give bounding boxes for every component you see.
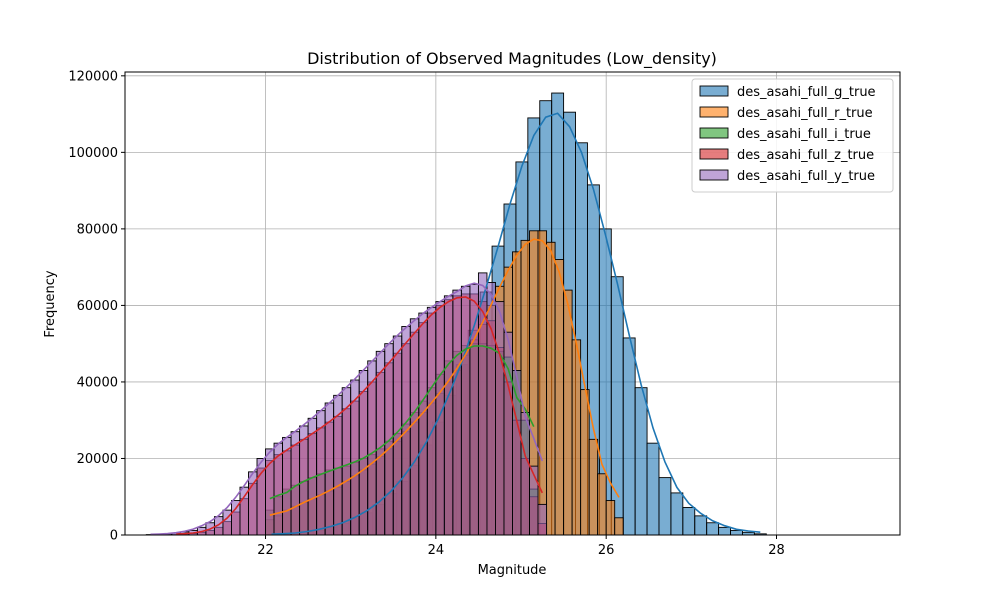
histogram-bar bbox=[564, 290, 573, 535]
legend-label: des_asahi_full_z_true bbox=[737, 148, 874, 163]
histogram-bar bbox=[444, 296, 453, 535]
histogram-bar bbox=[334, 395, 343, 535]
histogram-bar bbox=[683, 507, 695, 535]
y-tick-label: 20000 bbox=[77, 452, 118, 467]
histogram-bar bbox=[495, 302, 504, 535]
histogram-bar bbox=[598, 474, 607, 535]
histogram-bar bbox=[731, 530, 743, 535]
legend-label: des_asahi_full_i_true bbox=[737, 127, 871, 142]
histogram-bar bbox=[611, 277, 623, 535]
histogram-bar bbox=[436, 302, 445, 535]
legend-label: des_asahi_full_r_true bbox=[737, 106, 873, 121]
histogram-bar bbox=[615, 518, 624, 535]
histogram-bar bbox=[427, 307, 436, 535]
histogram-bar bbox=[695, 516, 707, 535]
y-tick-label: 0 bbox=[110, 529, 118, 544]
y-tick-label: 120000 bbox=[68, 69, 118, 84]
histogram-bar bbox=[572, 340, 581, 535]
legend-swatch bbox=[700, 128, 728, 138]
legend-swatch bbox=[700, 107, 728, 117]
histogram-bar bbox=[274, 443, 283, 535]
legend-label: des_asahi_full_y_true bbox=[737, 169, 875, 184]
histogram-bar bbox=[719, 527, 731, 535]
x-tick-label: 22 bbox=[257, 543, 274, 558]
histogram-bar bbox=[410, 319, 419, 535]
y-tick-label: 100000 bbox=[68, 146, 118, 161]
histogram-bar bbox=[647, 443, 659, 535]
histogram-bar bbox=[521, 413, 530, 535]
x-tick-label: 28 bbox=[768, 543, 785, 558]
histogram-bar bbox=[547, 242, 556, 535]
histogram-bar bbox=[659, 478, 671, 535]
histogram-bar bbox=[538, 504, 547, 535]
legend-swatch bbox=[700, 86, 728, 96]
histogram-bar bbox=[240, 487, 249, 535]
histogram-bar bbox=[376, 351, 385, 535]
x-tick-label: 26 bbox=[598, 543, 615, 558]
histogram-bar bbox=[419, 313, 428, 535]
histogram-bar bbox=[581, 390, 590, 535]
histogram-bar bbox=[555, 259, 564, 535]
histogram-bar bbox=[707, 523, 719, 535]
histogram-bar bbox=[635, 388, 647, 535]
histogram-bar bbox=[538, 231, 547, 535]
y-tick-label: 40000 bbox=[77, 375, 118, 390]
y-axis-label: Frequency bbox=[43, 270, 58, 337]
legend-swatch bbox=[700, 170, 728, 180]
histogram-bar bbox=[671, 493, 683, 535]
legend-swatch bbox=[700, 149, 728, 159]
histogram-bar bbox=[470, 284, 479, 535]
histogram-bar bbox=[325, 403, 334, 535]
histogram-bar bbox=[385, 344, 394, 535]
y-tick-label: 60000 bbox=[77, 299, 118, 314]
histogram-bar bbox=[623, 338, 635, 535]
histogram-bar bbox=[606, 501, 615, 535]
histogram-bar bbox=[589, 439, 598, 535]
histogram-bar bbox=[453, 290, 462, 535]
histogram-bar bbox=[461, 286, 470, 535]
legend: des_asahi_full_g_true des_asahi_full_r_tr… bbox=[692, 79, 893, 192]
histogram-bar bbox=[487, 282, 496, 535]
chart-title: Distribution of Observed Magnitudes (Low… bbox=[307, 49, 717, 69]
legend-label: des_asahi_full_g_true bbox=[737, 85, 876, 100]
x-axis-label: Magnitude bbox=[478, 563, 547, 578]
x-tick-label: 24 bbox=[428, 543, 445, 558]
y-tick-label: 80000 bbox=[77, 222, 118, 237]
